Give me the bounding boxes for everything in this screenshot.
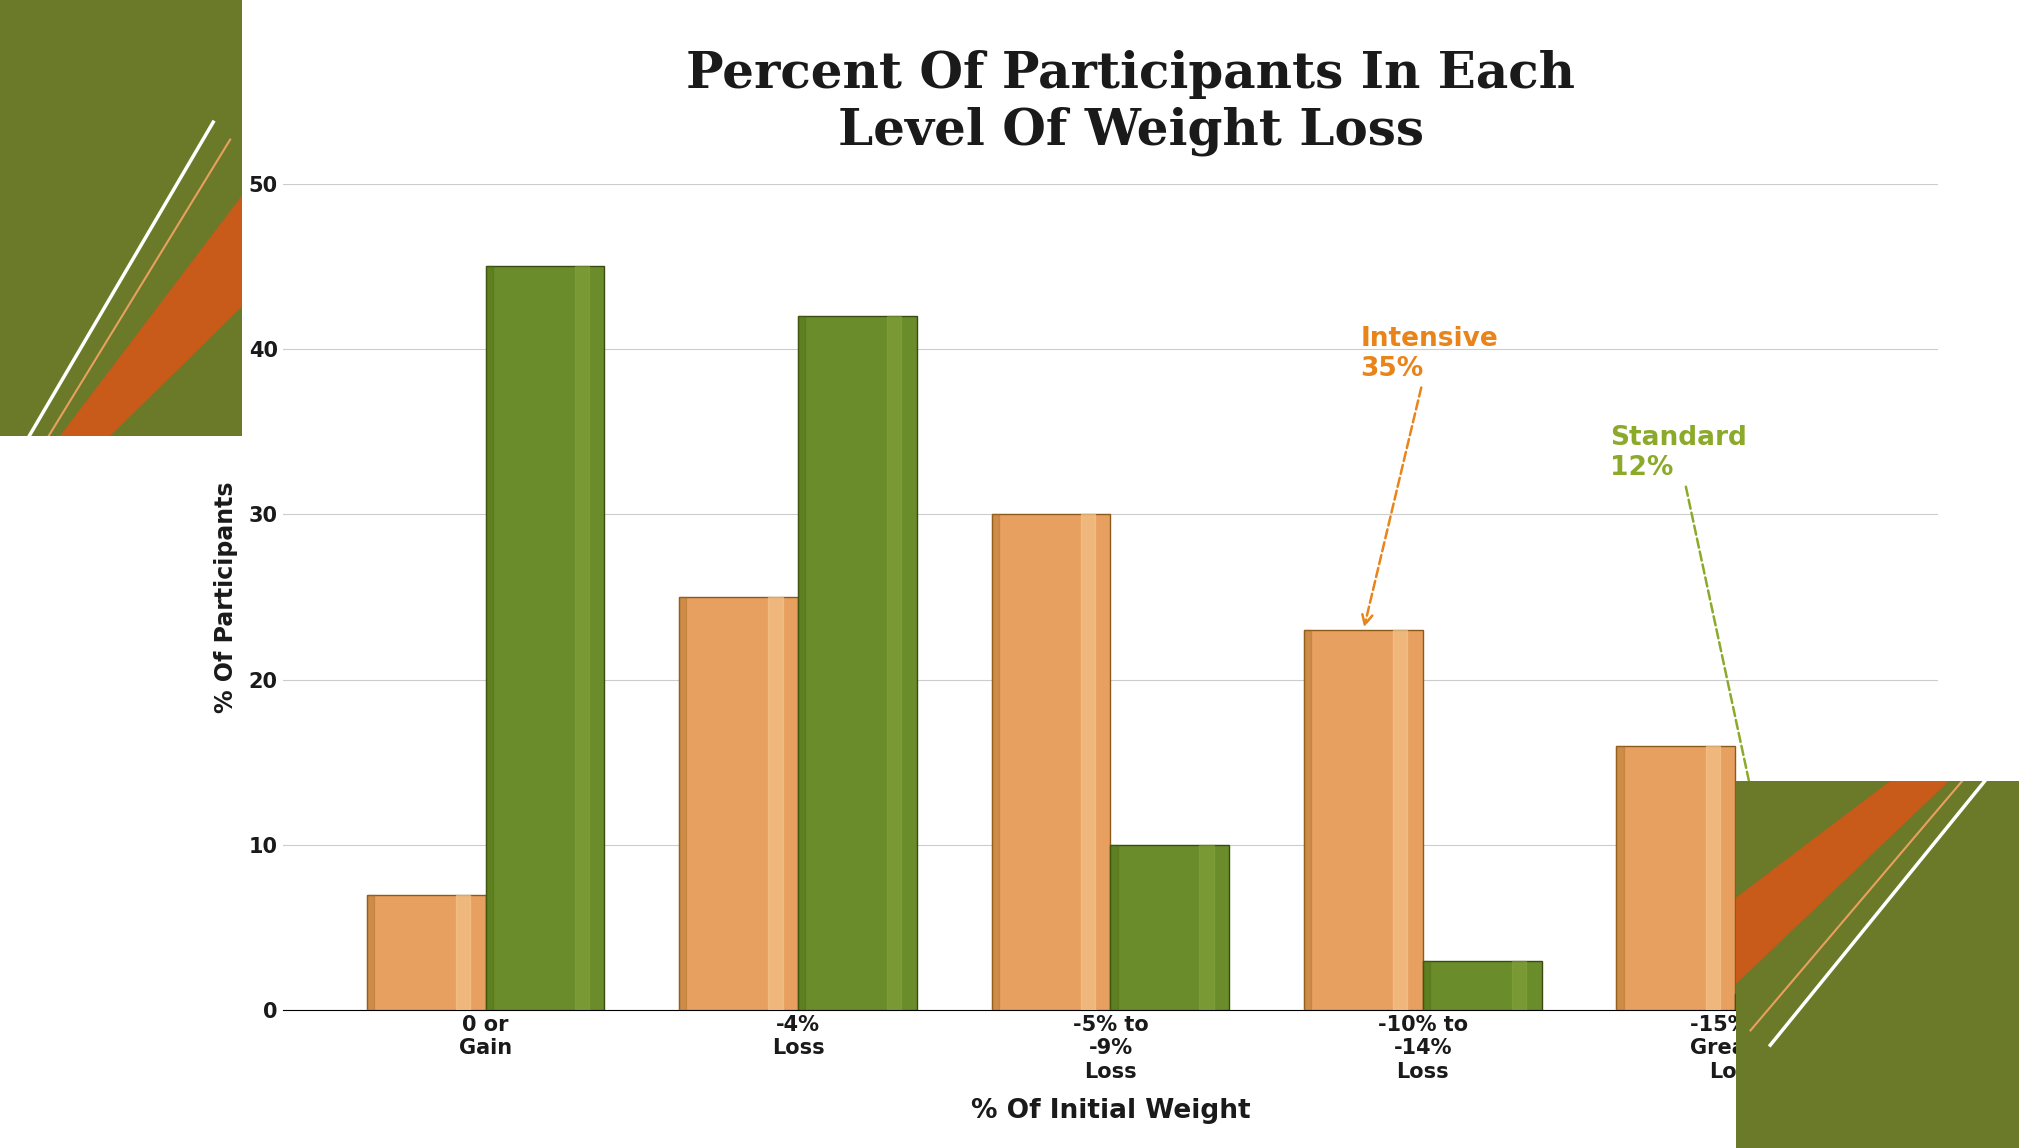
Polygon shape bbox=[61, 196, 242, 436]
Bar bbox=[678, 597, 686, 1010]
Bar bbox=[1734, 994, 1742, 1010]
Bar bbox=[456, 894, 470, 1010]
Bar bbox=[678, 597, 798, 1010]
Bar bbox=[1512, 961, 1526, 1010]
Polygon shape bbox=[1736, 781, 2019, 1148]
Polygon shape bbox=[1736, 781, 1948, 983]
X-axis label: % Of Initial Weight: % Of Initial Weight bbox=[971, 1099, 1250, 1124]
Bar bbox=[769, 597, 783, 1010]
Bar bbox=[1706, 746, 1720, 1010]
Y-axis label: % Of Participants: % Of Participants bbox=[214, 481, 238, 713]
Bar bbox=[798, 316, 917, 1010]
Bar bbox=[991, 514, 999, 1010]
Bar bbox=[886, 316, 900, 1010]
Bar bbox=[487, 266, 493, 1010]
Text: Standard
12%: Standard 12% bbox=[1611, 425, 1797, 988]
Bar bbox=[798, 316, 806, 1010]
Bar bbox=[1423, 961, 1429, 1010]
Text: Intensive
35%: Intensive 35% bbox=[1361, 326, 1498, 625]
Bar bbox=[1110, 845, 1230, 1010]
Polygon shape bbox=[0, 0, 242, 436]
Bar bbox=[1423, 961, 1543, 1010]
Bar bbox=[1734, 994, 1853, 1010]
Bar bbox=[1080, 514, 1094, 1010]
Bar bbox=[1393, 630, 1407, 1010]
Bar bbox=[1110, 845, 1119, 1010]
Bar bbox=[1199, 845, 1213, 1010]
Bar bbox=[1304, 630, 1423, 1010]
Bar bbox=[1304, 630, 1310, 1010]
Bar bbox=[575, 266, 590, 1010]
Bar bbox=[487, 266, 604, 1010]
Bar bbox=[367, 894, 374, 1010]
Bar bbox=[367, 894, 487, 1010]
Bar bbox=[1825, 994, 1839, 1010]
Bar bbox=[1617, 746, 1734, 1010]
Text: Percent Of Participants In Each
Level Of Weight Loss: Percent Of Participants In Each Level Of… bbox=[686, 51, 1575, 156]
Bar bbox=[1617, 746, 1623, 1010]
Bar bbox=[991, 514, 1110, 1010]
